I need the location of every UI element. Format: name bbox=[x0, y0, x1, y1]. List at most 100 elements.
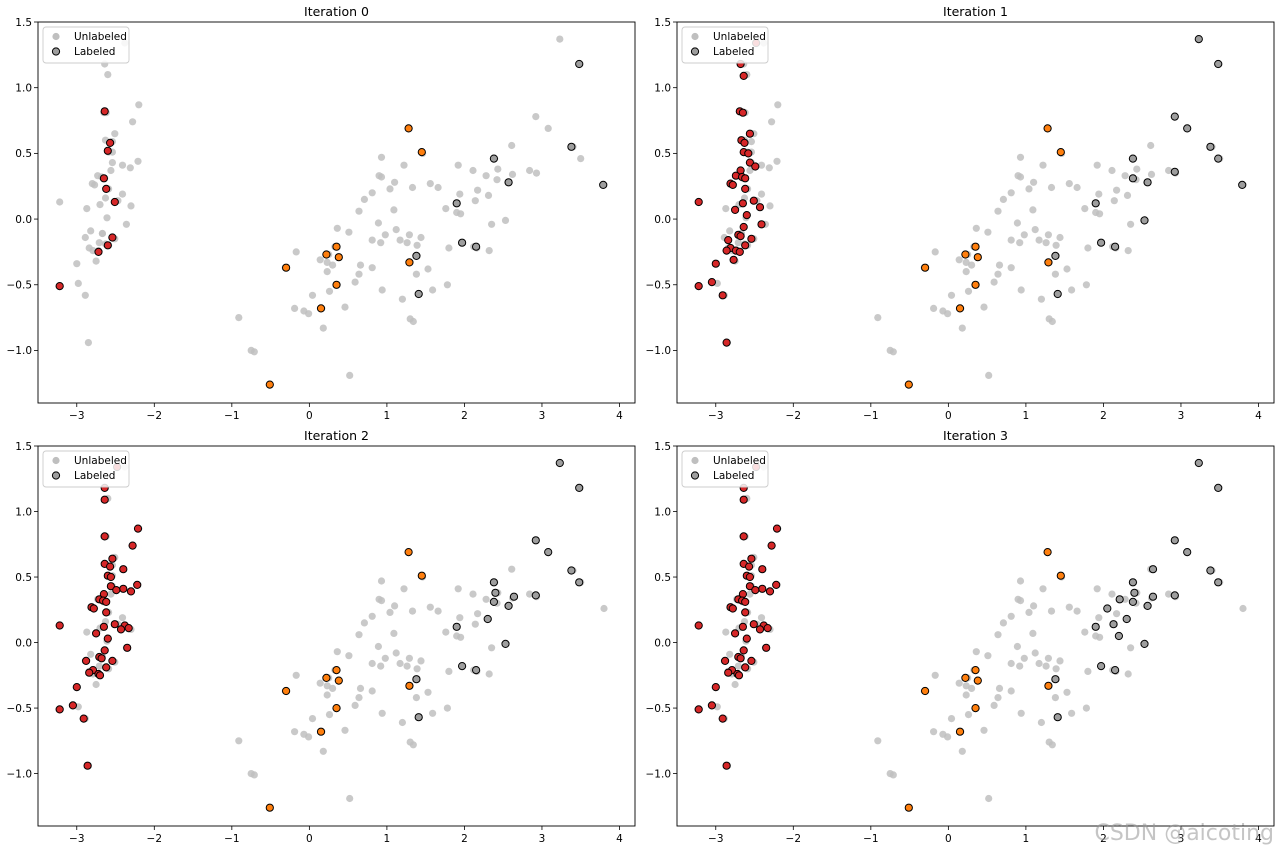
labeled-point bbox=[575, 578, 584, 587]
unlabeled-point bbox=[292, 248, 300, 256]
unlabeled-point bbox=[443, 281, 451, 289]
labeled-point bbox=[731, 205, 740, 214]
unlabeled-point bbox=[1052, 241, 1060, 249]
unlabeled-point bbox=[1016, 239, 1024, 247]
x-tick-label: 2 bbox=[461, 410, 468, 422]
labeled-point bbox=[1214, 59, 1223, 69]
unlabeled-point bbox=[122, 220, 130, 228]
unlabeled-point bbox=[94, 172, 102, 180]
unlabeled-point bbox=[413, 665, 421, 673]
x-tick-label: −3 bbox=[69, 833, 84, 845]
labeled-points bbox=[55, 59, 608, 389]
unlabeled-point bbox=[962, 268, 970, 276]
labeled-point bbox=[971, 280, 980, 289]
labeled-point bbox=[731, 629, 740, 638]
labeled-point bbox=[1170, 112, 1179, 121]
unlabeled-point bbox=[83, 205, 91, 213]
unlabeled-point bbox=[442, 628, 450, 636]
labeled-point bbox=[458, 662, 467, 671]
labeled-point bbox=[504, 178, 513, 187]
unlabeled-point bbox=[1016, 153, 1025, 161]
unlabeled-point bbox=[494, 165, 502, 173]
unlabeled-point bbox=[111, 130, 119, 138]
unlabeled-point bbox=[1110, 197, 1118, 205]
labeled-point bbox=[126, 587, 136, 596]
labeled-point bbox=[694, 705, 703, 714]
unlabeled-point bbox=[577, 155, 585, 163]
unlabeled-point bbox=[968, 261, 976, 269]
unlabeled-point bbox=[1031, 226, 1039, 234]
labeled-point bbox=[1140, 639, 1149, 649]
unlabeled-point bbox=[985, 794, 993, 803]
y-tick-label: 1.5 bbox=[15, 17, 32, 29]
x-tick-label: 3 bbox=[1178, 833, 1185, 845]
labeled-point bbox=[133, 524, 143, 533]
unlabeled-point bbox=[1013, 642, 1022, 651]
unlabeled-point bbox=[107, 590, 115, 598]
unlabeled-point bbox=[355, 207, 363, 215]
labeled-point bbox=[738, 199, 748, 208]
unlabeled-point bbox=[1039, 585, 1047, 593]
unlabeled-point bbox=[1082, 281, 1090, 289]
legend-marker-unlabeled bbox=[52, 32, 60, 41]
labeled-point bbox=[95, 671, 105, 680]
x-tick-label: −3 bbox=[69, 410, 84, 422]
unlabeled-point bbox=[600, 604, 608, 613]
unlabeled-point bbox=[726, 650, 734, 658]
unlabeled-point bbox=[766, 202, 774, 210]
unlabeled-point bbox=[1095, 614, 1103, 622]
labeled-point bbox=[1128, 174, 1138, 183]
unlabeled-point bbox=[1052, 665, 1060, 673]
unlabeled-point bbox=[931, 671, 939, 679]
x-tick-label: −3 bbox=[708, 833, 723, 845]
labeled-point bbox=[973, 253, 982, 262]
unlabeled-point bbox=[308, 715, 317, 723]
unlabeled-point bbox=[1017, 286, 1025, 294]
labeled-point bbox=[971, 242, 980, 251]
labeled-point bbox=[102, 663, 111, 672]
unlabeled-point bbox=[874, 314, 882, 322]
unlabeled-point bbox=[454, 161, 462, 169]
labeled-point bbox=[99, 174, 109, 183]
labeled-point bbox=[762, 643, 771, 652]
unlabeled-point bbox=[1029, 206, 1037, 214]
unlabeled-point bbox=[445, 667, 453, 676]
unlabeled-point bbox=[1093, 585, 1101, 593]
labeled-point bbox=[747, 554, 756, 563]
labeled-point bbox=[707, 701, 717, 710]
y-tick-label: 0.5 bbox=[654, 572, 671, 584]
unlabeled-point bbox=[1239, 604, 1247, 613]
unlabeled-point bbox=[1056, 233, 1064, 242]
unlabeled-point bbox=[1014, 595, 1022, 603]
unlabeled-point bbox=[386, 608, 394, 617]
unlabeled-point bbox=[346, 371, 354, 379]
labeled-point bbox=[472, 666, 481, 675]
x-tick-label: 4 bbox=[616, 833, 623, 845]
legend: Unlabeled Labeled bbox=[42, 26, 130, 64]
x-tick-label: 1 bbox=[1023, 410, 1030, 422]
labeled-point bbox=[694, 197, 703, 207]
labeled-point bbox=[102, 608, 111, 617]
labeled-point bbox=[767, 541, 776, 550]
unlabeled-point bbox=[405, 654, 413, 662]
unlabeled-point bbox=[454, 585, 462, 593]
labeled-point bbox=[92, 629, 101, 638]
unlabeled-point bbox=[526, 590, 534, 598]
unlabeled-point bbox=[341, 726, 349, 734]
unlabeled-point bbox=[135, 101, 143, 109]
labeled-point bbox=[531, 591, 540, 600]
y-tick-label: −1.0 bbox=[646, 345, 672, 357]
unlabeled-point bbox=[442, 205, 450, 213]
unlabeled-point bbox=[390, 629, 398, 638]
unlabeled-point bbox=[92, 257, 100, 265]
labeled-point bbox=[921, 686, 930, 696]
subplot-1: Iteration 1 −3 −2 −1 0 1 2 3 4 −1.0 −0.5 0.0 0.5 1.0 1… bbox=[646, 4, 1275, 422]
unlabeled-point bbox=[493, 176, 501, 184]
labeled-point bbox=[745, 129, 755, 138]
x-tick-label: −3 bbox=[708, 410, 723, 422]
unlabeled-point bbox=[355, 631, 363, 639]
unlabeled-point bbox=[84, 339, 92, 347]
unlabeled-point bbox=[1045, 315, 1053, 323]
labeled-point bbox=[741, 184, 750, 193]
unlabeled-point bbox=[985, 371, 993, 379]
